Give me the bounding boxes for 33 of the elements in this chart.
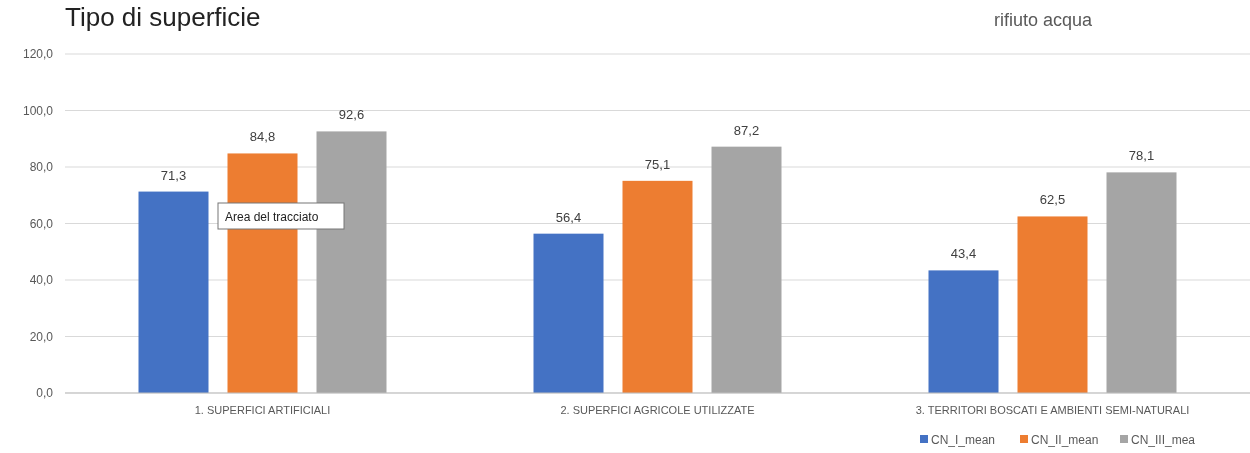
data-label: 56,4 bbox=[555, 209, 582, 225]
bar bbox=[711, 146, 782, 393]
bar bbox=[316, 131, 387, 393]
bar bbox=[138, 191, 209, 393]
data-label: 78,1 bbox=[1128, 148, 1155, 164]
chart-title: Tipo di superficie bbox=[65, 2, 261, 32]
legend-label: CN_II_mean bbox=[1031, 433, 1099, 447]
y-tick-label: 20,0 bbox=[29, 329, 54, 344]
data-label: 84,8 bbox=[249, 129, 276, 145]
data-label: 71,3 bbox=[160, 167, 187, 183]
y-tick-label: 80,0 bbox=[29, 160, 54, 174]
bar bbox=[622, 180, 693, 393]
data-label: 75,1 bbox=[644, 156, 671, 172]
data-label: 92,6 bbox=[338, 107, 365, 123]
bar bbox=[533, 233, 604, 393]
bar bbox=[1017, 216, 1088, 393]
data-label: 87,2 bbox=[733, 122, 760, 138]
y-tick-label: 0,0 bbox=[36, 386, 54, 400]
annotation: Area del tracciato bbox=[225, 210, 319, 224]
x-tick-label: 2. SUPERFICI AGRICOLE UTILIZZATE bbox=[560, 404, 755, 416]
x-tick-label: 1. SUPERFICI ARTIFICIALI bbox=[194, 404, 331, 416]
y-tick-label: 40,0 bbox=[29, 273, 54, 287]
bar bbox=[928, 270, 999, 393]
y-tick-label: 100,0 bbox=[22, 103, 54, 118]
chart-subtitle: rifiuto acqua bbox=[993, 10, 1094, 30]
bar bbox=[1106, 172, 1177, 393]
data-label: 43,4 bbox=[950, 246, 977, 262]
x-tick-label: 3. TERRITORI BOSCATI E AMBIENTI SEMI-NATURALI bbox=[915, 404, 1190, 416]
legend-label: CN_I_mean bbox=[931, 433, 996, 447]
y-tick-label: 120,0 bbox=[22, 47, 54, 61]
data-label: 62,5 bbox=[1039, 192, 1066, 208]
legend-label: CN_III_mea bbox=[1131, 433, 1196, 447]
y-tick-label: 60,0 bbox=[29, 216, 54, 231]
